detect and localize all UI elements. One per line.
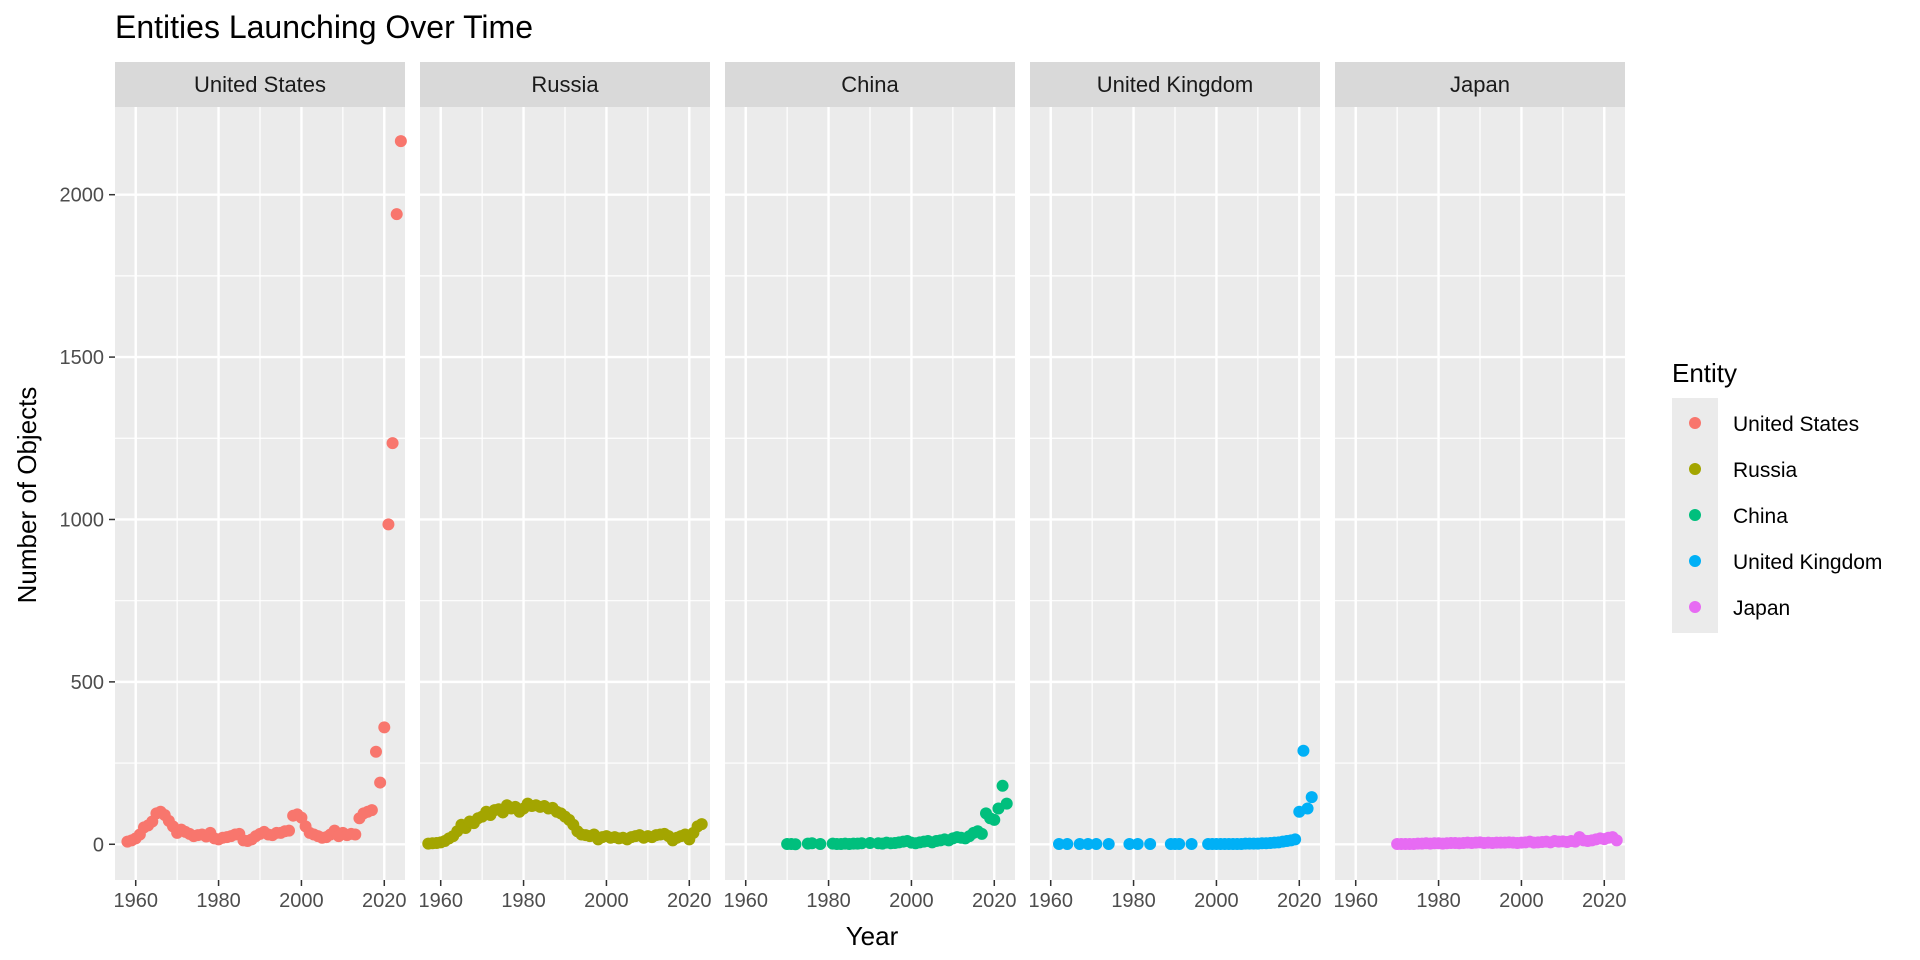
data-point-united-kingdom — [1173, 837, 1186, 850]
facet-strip — [115, 62, 405, 107]
x-tick-label: 2000 — [279, 890, 324, 912]
legend-key-marker — [1689, 555, 1701, 567]
legend-item-china: China — [1689, 505, 1788, 528]
data-point-united-states — [365, 804, 378, 817]
legend-key-marker — [1689, 417, 1701, 429]
facet-strip-label: China — [841, 72, 899, 97]
data-point-united-states — [390, 208, 403, 221]
data-point-united-states — [386, 437, 399, 450]
x-tick-label: 2000 — [584, 890, 629, 912]
facet-panel-japan: Japan 1960 1980 2000 2020 — [1333, 62, 1627, 912]
legend-label: Russia — [1733, 459, 1798, 482]
x-tick-label: 1980 — [501, 890, 546, 912]
facet-panel-china: China 1960 1980 2000 2020 — [723, 62, 1017, 912]
data-point-japan — [1610, 834, 1623, 847]
y-axis-title: Number of Objects — [12, 387, 42, 604]
legend-key-marker — [1689, 601, 1701, 613]
legend-item-japan: Japan — [1689, 597, 1790, 620]
x-tick-label: 1980 — [196, 890, 241, 912]
legend-item-russia: Russia — [1689, 459, 1798, 482]
legend-items: United States Russia China United Kingdom Ja… — [1689, 413, 1882, 620]
facet-strip-label: United States — [194, 72, 326, 97]
data-point-united-states — [374, 776, 387, 789]
data-point-united-states — [394, 135, 407, 148]
data-point-united-states — [349, 828, 362, 841]
y-tick-label: 1500 — [60, 347, 105, 369]
legend-label: United Kingdom — [1733, 551, 1882, 574]
facet-panel-united-kingdom: United Kingdom 1960 1980 2000 2020 — [1028, 62, 1322, 912]
legend-label: United States — [1733, 413, 1859, 436]
x-tick-label: 2020 — [972, 890, 1017, 912]
data-point-united-states — [370, 745, 382, 758]
facet-panel-russia: Russia 1960 1980 2000 2020 — [418, 62, 712, 912]
data-point-united-kingdom — [1297, 744, 1310, 757]
facet-strip-label: Russia — [531, 72, 599, 97]
y-axis: 0 500 1000 1500 2000 — [60, 185, 115, 856]
data-point-united-kingdom — [1289, 833, 1302, 846]
data-point-united-states — [382, 518, 395, 531]
data-point-united-kingdom — [1123, 837, 1136, 850]
y-tick-label: 0 — [93, 834, 104, 856]
legend-label: Japan — [1733, 597, 1790, 620]
data-point-china — [996, 779, 1009, 792]
data-point-united-kingdom — [1185, 837, 1198, 850]
data-point-united-kingdom — [1061, 837, 1074, 850]
data-point-united-states — [283, 824, 295, 837]
x-tick-label: 2020 — [1277, 890, 1322, 912]
legend-key-marker — [1689, 509, 1701, 521]
data-point-united-kingdom — [1102, 837, 1115, 850]
data-point-china — [814, 837, 827, 850]
data-point-united-kingdom — [1131, 837, 1144, 850]
legend-title: Entity — [1672, 358, 1737, 388]
facet-strip — [725, 62, 1015, 107]
data-point-united-kingdom — [1090, 837, 1103, 850]
x-axis-title: Year — [846, 921, 899, 951]
data-point-united-kingdom — [1144, 837, 1157, 850]
facet-panels: United States 1960 1980 2000 2020 Russia 1960 1… — [60, 62, 1627, 912]
legend-item-united-states: United States — [1689, 413, 1859, 436]
facet-strip-label: United Kingdom — [1097, 72, 1254, 97]
x-tick-label: 1960 — [1333, 890, 1378, 912]
y-tick-label: 1000 — [60, 509, 105, 531]
x-tick-label: 2000 — [1194, 890, 1239, 912]
data-point-united-kingdom — [1301, 802, 1314, 815]
data-point-united-states — [378, 721, 391, 734]
data-point-china — [975, 827, 988, 840]
x-tick-label: 2000 — [889, 890, 934, 912]
data-point-united-kingdom — [1073, 837, 1086, 850]
y-tick-label: 500 — [71, 672, 104, 694]
chart-title: Entities Launching Over Time — [115, 9, 533, 45]
legend-label: China — [1733, 505, 1788, 528]
x-tick-label: 2000 — [1499, 890, 1544, 912]
facet-strip — [1335, 62, 1625, 107]
facet-strip — [420, 62, 710, 107]
x-tick-label: 1980 — [1416, 890, 1461, 912]
data-point-united-kingdom — [1082, 837, 1094, 850]
data-point-china — [1000, 797, 1013, 810]
x-tick-label: 2020 — [1582, 890, 1627, 912]
legend: Entity United States Russia China United Ki… — [1672, 358, 1882, 633]
data-point-china — [789, 838, 802, 851]
facet-strip — [1030, 62, 1320, 107]
x-tick-label: 2020 — [667, 890, 712, 912]
x-tick-label: 1960 — [418, 890, 463, 912]
data-point-china — [988, 813, 1001, 826]
x-tick-label: 1960 — [723, 890, 768, 912]
x-tick-label: 1980 — [1111, 890, 1156, 912]
legend-key-marker — [1689, 463, 1701, 475]
data-point-russia — [695, 818, 708, 831]
legend-item-united-kingdom: United Kingdom — [1689, 551, 1882, 574]
x-tick-label: 1960 — [1028, 890, 1073, 912]
x-tick-label: 2020 — [362, 890, 407, 912]
data-point-united-kingdom — [1305, 791, 1318, 804]
x-tick-label: 1980 — [806, 890, 851, 912]
y-tick-label: 2000 — [60, 185, 105, 207]
facet-panel-united-states: United States 1960 1980 2000 2020 — [113, 62, 407, 912]
facet-strip-label: Japan — [1450, 72, 1510, 97]
data-point-united-kingdom — [1053, 837, 1065, 850]
x-tick-label: 1960 — [113, 890, 158, 912]
